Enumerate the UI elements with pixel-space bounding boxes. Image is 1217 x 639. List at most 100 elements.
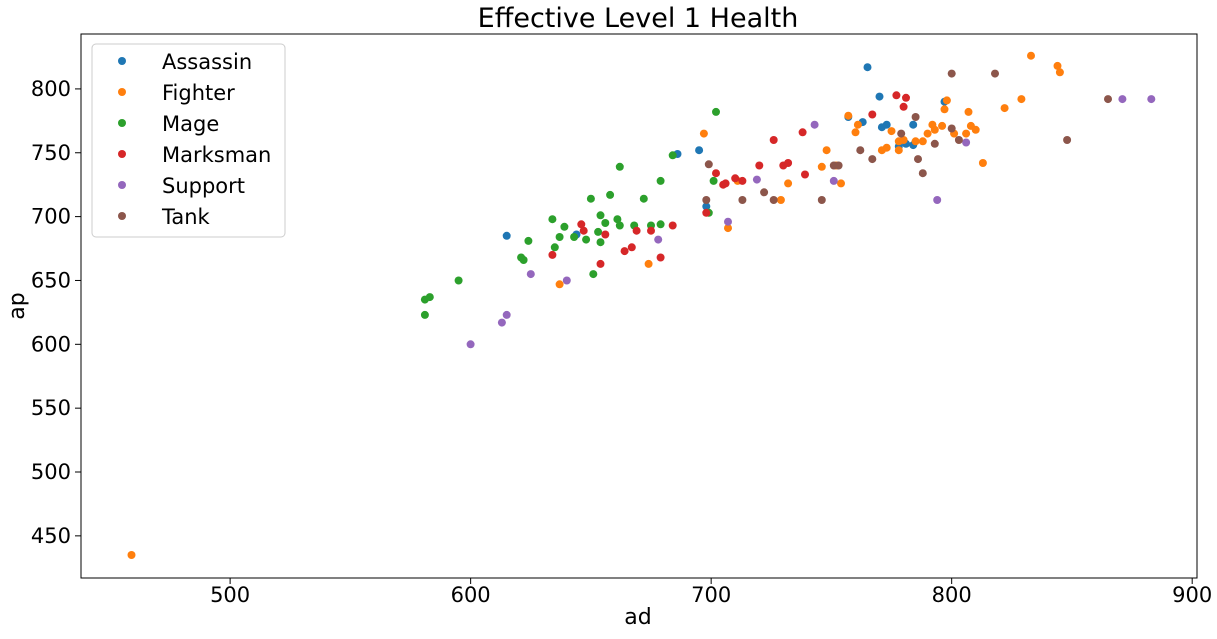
legend-label-fighter: Fighter	[162, 81, 235, 105]
data-point-marksman	[712, 169, 720, 178]
data-point-fighter	[962, 129, 971, 138]
data-point-marksman	[627, 243, 636, 252]
data-point-marksman	[702, 208, 711, 217]
x-tick-label: 600	[451, 583, 491, 607]
plot-frame	[80, 33, 1198, 579]
data-point-marksman	[548, 250, 557, 259]
data-point-marksman	[721, 179, 730, 188]
data-point-fighter	[887, 127, 896, 136]
data-point-assassin	[882, 120, 891, 129]
data-point-mage	[582, 235, 591, 244]
series-support	[466, 95, 1156, 349]
legend-marker-mage	[118, 119, 126, 127]
data-point-support	[562, 276, 571, 285]
data-point-mage	[560, 222, 569, 231]
y-tick-label: 650	[31, 268, 71, 292]
data-point-fighter	[882, 143, 891, 152]
data-point-mage	[570, 233, 579, 241]
data-point-fighter	[942, 96, 951, 105]
plot-area	[127, 51, 1156, 559]
data-point-fighter	[923, 129, 932, 138]
x-tick-label: 900	[1172, 583, 1212, 607]
data-point-mage	[550, 243, 559, 252]
x-axis: 500 600 700 800 900	[210, 578, 1212, 607]
data-point-marksman	[579, 226, 588, 235]
data-point-fighter	[837, 179, 845, 188]
data-point-mage	[555, 233, 564, 241]
data-point-mage	[615, 162, 624, 171]
y-tick-label: 800	[31, 77, 71, 101]
data-point-fighter	[555, 280, 564, 289]
legend-label-mage: Mage	[162, 112, 219, 136]
data-point-support	[497, 318, 506, 327]
legend-label-assassin: Assassin	[162, 50, 252, 74]
data-point-mage	[656, 176, 665, 185]
data-point-marksman	[784, 159, 793, 167]
data-point-fighter	[699, 129, 708, 138]
legend-marker-support	[118, 181, 126, 189]
y-tick-label: 600	[31, 332, 71, 356]
data-point-fighter	[964, 107, 973, 116]
data-point-fighter	[899, 136, 908, 144]
data-point-fighter	[1055, 68, 1064, 77]
data-point-tank	[769, 196, 778, 204]
data-point-fighter	[938, 121, 947, 130]
data-point-marksman	[632, 226, 641, 235]
data-point-tank	[868, 155, 877, 164]
x-tick-label: 700	[691, 583, 731, 607]
y-axis-label: ap	[5, 292, 30, 319]
data-point-marksman	[769, 136, 778, 144]
data-point-tank	[897, 129, 906, 138]
series-tank	[702, 69, 1112, 204]
y-tick-label: 500	[31, 460, 71, 484]
legend: Assassin Fighter Mage Marksman Support Tank	[91, 43, 286, 238]
data-point-support	[724, 217, 732, 226]
data-point-mage	[668, 151, 677, 160]
data-point-support	[526, 270, 535, 279]
x-tick-label: 500	[210, 583, 250, 607]
data-point-marksman	[596, 259, 605, 268]
data-point-mage	[613, 215, 622, 224]
data-point-fighter	[776, 196, 785, 204]
y-tick-label: 450	[31, 524, 71, 548]
data-point-marksman	[668, 221, 677, 230]
data-point-fighter	[822, 146, 831, 155]
data-point-mage	[519, 256, 528, 264]
data-point-mage	[586, 194, 595, 203]
data-point-tank	[911, 113, 920, 121]
data-point-tank	[991, 69, 999, 78]
data-point-marksman	[647, 226, 655, 235]
data-point-marksman	[577, 220, 586, 229]
data-point-fighter	[971, 125, 980, 134]
legend-marker-fighter	[118, 88, 126, 96]
data-point-marksman	[899, 102, 908, 111]
data-point-assassin	[863, 63, 872, 72]
data-point-mage	[589, 270, 598, 279]
data-point-fighter	[940, 105, 949, 114]
data-point-assassin	[875, 92, 884, 101]
data-point-fighter	[1027, 51, 1035, 60]
data-point-mage	[420, 310, 429, 319]
data-point-mage	[712, 107, 720, 116]
data-point-mage	[656, 220, 665, 229]
data-point-assassin	[695, 146, 704, 155]
data-point-marksman	[892, 91, 901, 100]
data-point-support	[466, 340, 475, 349]
x-tick-label: 800	[932, 583, 972, 607]
data-point-fighter	[930, 125, 939, 134]
data-point-tank	[738, 196, 747, 204]
y-axis: 450 500 550 600 650 700 750 800	[31, 77, 81, 548]
data-point-tank	[918, 169, 927, 178]
data-point-marksman	[755, 161, 764, 170]
data-point-mage	[454, 276, 463, 285]
data-point-tank	[914, 155, 922, 164]
legend-marker-marksman	[118, 150, 126, 158]
data-point-mage	[425, 293, 434, 302]
y-tick-label: 550	[31, 396, 71, 420]
data-point-fighter	[978, 159, 987, 167]
y-tick-label: 750	[31, 141, 71, 165]
data-point-support	[1147, 95, 1156, 104]
data-point-fighter	[644, 259, 653, 268]
data-point-tank	[947, 69, 956, 78]
